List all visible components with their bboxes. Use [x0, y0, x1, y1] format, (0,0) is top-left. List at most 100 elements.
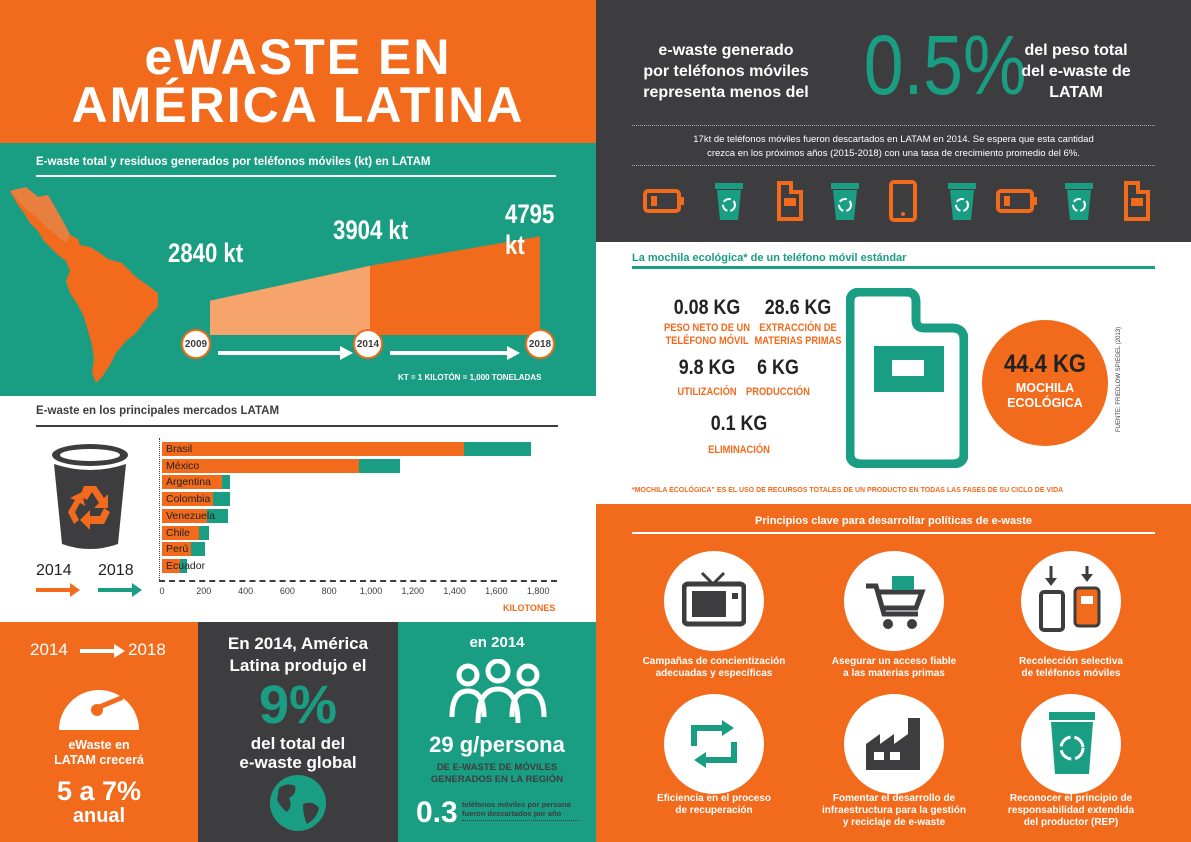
phones-stat-panel: e-waste generado por teléfonos móviles r…: [596, 0, 1191, 242]
factory-icon: [866, 718, 920, 770]
stat-right-1: del peso total: [1024, 42, 1128, 59]
markets-header: E-waste en los principales mercados LATA…: [36, 405, 280, 417]
cart-icon: [866, 576, 926, 629]
principle-5-line-3: y reciclaje de e-waste: [842, 817, 946, 828]
phone-icon: [777, 181, 803, 221]
principle-2-line-1: Asegurar un acceso fiable: [831, 656, 957, 667]
total-value: 44.4 KG: [1004, 350, 1086, 378]
axis-label: KILOTONES: [503, 603, 556, 613]
tick-label: 1,200: [401, 586, 425, 596]
bar-label: Chile: [166, 526, 190, 539]
legend-2018: 2018: [98, 562, 134, 579]
bin-icon: [1065, 183, 1093, 220]
phone-icon: [846, 288, 968, 468]
bar-label: México: [166, 459, 200, 472]
principle-4-line-1: Eficiencia en el proceso: [657, 793, 771, 804]
principle-circle: [844, 551, 944, 651]
arrow-icon: [98, 583, 142, 597]
title-line-2: AMÉRICA LATINA: [71, 77, 525, 133]
arrow-icon: [218, 346, 353, 360]
arrow-icon: [390, 346, 520, 360]
stat-percent: 0.5%: [863, 18, 1027, 112]
stat-right-2: del e-waste de: [1021, 63, 1131, 80]
value-2009: 2840 kt: [168, 238, 244, 268]
label-peso-neto-1: PESO NETO DE UN: [663, 322, 751, 334]
bin-icon: [715, 183, 743, 220]
bar-2014: [162, 442, 464, 456]
divider: [632, 125, 1155, 126]
label-extraccion-1: EXTRACCIÓN DE: [759, 322, 837, 334]
principle-1-line-1: Campañas de concientización: [642, 656, 786, 667]
phones-collect-icon: [1039, 566, 1101, 632]
bar-2014: [162, 558, 181, 573]
people-icon: [449, 659, 547, 724]
per-person-panel: en 2014 29 g/persona DE E-WASTE DE MÓVIL…: [398, 622, 596, 842]
principle-6-line-3: del productor (REP): [1023, 817, 1119, 828]
from-year: 2014: [30, 640, 68, 659]
label-peso-neto-2: TELÉFONO MÓVIL: [665, 335, 749, 347]
stat-right-3: LATAM: [1049, 84, 1103, 101]
value-eliminacion: 0.1 KG: [710, 412, 768, 435]
growth-header: E-waste total y residuos generados por t…: [36, 156, 431, 168]
share-panel: En 2014, América Latina produjo el 9% de…: [198, 622, 398, 842]
tick-label: 200: [196, 586, 212, 596]
principle-2-line-2: a las materias primas: [843, 668, 945, 679]
bar-label: Venezuela: [166, 509, 216, 522]
principle-6-line-1: Reconocer el principio de: [1009, 793, 1133, 804]
bar-label: Brasil: [166, 443, 193, 455]
growth-panel: E-waste total y residuos generados por t…: [0, 143, 596, 396]
bar-2014: [162, 525, 199, 540]
phone-icon: [1124, 181, 1150, 221]
divider: [36, 175, 556, 177]
recycle-arrows-icon: [691, 720, 737, 768]
person-year: en 2014: [469, 634, 525, 651]
tick-label: 1,600: [485, 586, 508, 596]
tick-label: 400: [238, 586, 254, 596]
principles-header: Principios clave para desarrollar políti…: [755, 515, 1032, 527]
stat-left-2: por teléfonos móviles: [643, 63, 809, 80]
divider: [462, 820, 580, 821]
share-line-2: Latina produjo el: [229, 656, 367, 675]
total-label-2: ECOLÓGICA: [1007, 396, 1083, 410]
principles-panel: Principios clave para desarrollar políti…: [596, 504, 1191, 842]
principle-1-line-2: adecuadas y específicas: [655, 668, 773, 679]
bin-icon: [948, 183, 976, 220]
growth-area-chart: [210, 236, 540, 335]
label-eliminacion: ELIMINACIÓN: [708, 444, 770, 456]
area-segment-2009-2014: [210, 265, 370, 335]
principle-6-line-2: responsabilidad extendida: [1007, 805, 1135, 816]
growth-rate-panel: 2014 2018 eWaste en LATAM crecerá 5 a 7%…: [0, 622, 198, 842]
total-circle: [982, 320, 1108, 446]
tick-label: 0: [159, 586, 165, 596]
tv-icon: [682, 571, 746, 627]
tick-label: 1,800: [526, 586, 550, 596]
tick-label: 600: [279, 586, 295, 596]
mochila-footnote: *MOCHILA ECOLÓGICA” ES EL USO DE RECURSO…: [632, 487, 1064, 494]
year-2014: 2014: [353, 329, 383, 359]
bar-label: Perú: [166, 543, 189, 556]
phones-text-2: fueron descartados por año: [462, 809, 562, 818]
share-line-4: e-waste global: [239, 753, 357, 772]
growth-rate: 5 a 7%: [56, 776, 142, 806]
to-year: 2018: [128, 640, 166, 659]
share-line-3: del total del: [250, 734, 346, 753]
bar-2014: [162, 508, 208, 523]
share-line-1: En 2014, América: [227, 634, 369, 653]
growth-label-2: LATAM crecerá: [54, 753, 144, 767]
title-line-1: eWASTE EN: [144, 29, 452, 85]
divider: [36, 425, 558, 427]
person-sub-2: GENERADOS EN LA REGIÓN: [430, 774, 564, 785]
stat-note-1: 17kt de teléfonos móviles fueron descart…: [693, 134, 1094, 145]
phones-value: 0.3: [416, 796, 458, 829]
growth-rate-unit: anual: [72, 805, 126, 827]
stat-left-1: e-waste generado: [658, 42, 794, 59]
tick-label: 800: [321, 586, 337, 596]
principle-5-line-1: Fomentar el desarrollo de: [832, 793, 956, 804]
year-2009: 2009: [181, 329, 211, 359]
year-2018: 2018: [525, 329, 555, 359]
value-peso-neto: 0.08 KG: [673, 296, 741, 319]
bar-2014: [162, 458, 360, 473]
gauge-icon: [59, 690, 139, 730]
divider: [632, 266, 1155, 269]
person-value: 29 g/persona: [429, 732, 565, 757]
